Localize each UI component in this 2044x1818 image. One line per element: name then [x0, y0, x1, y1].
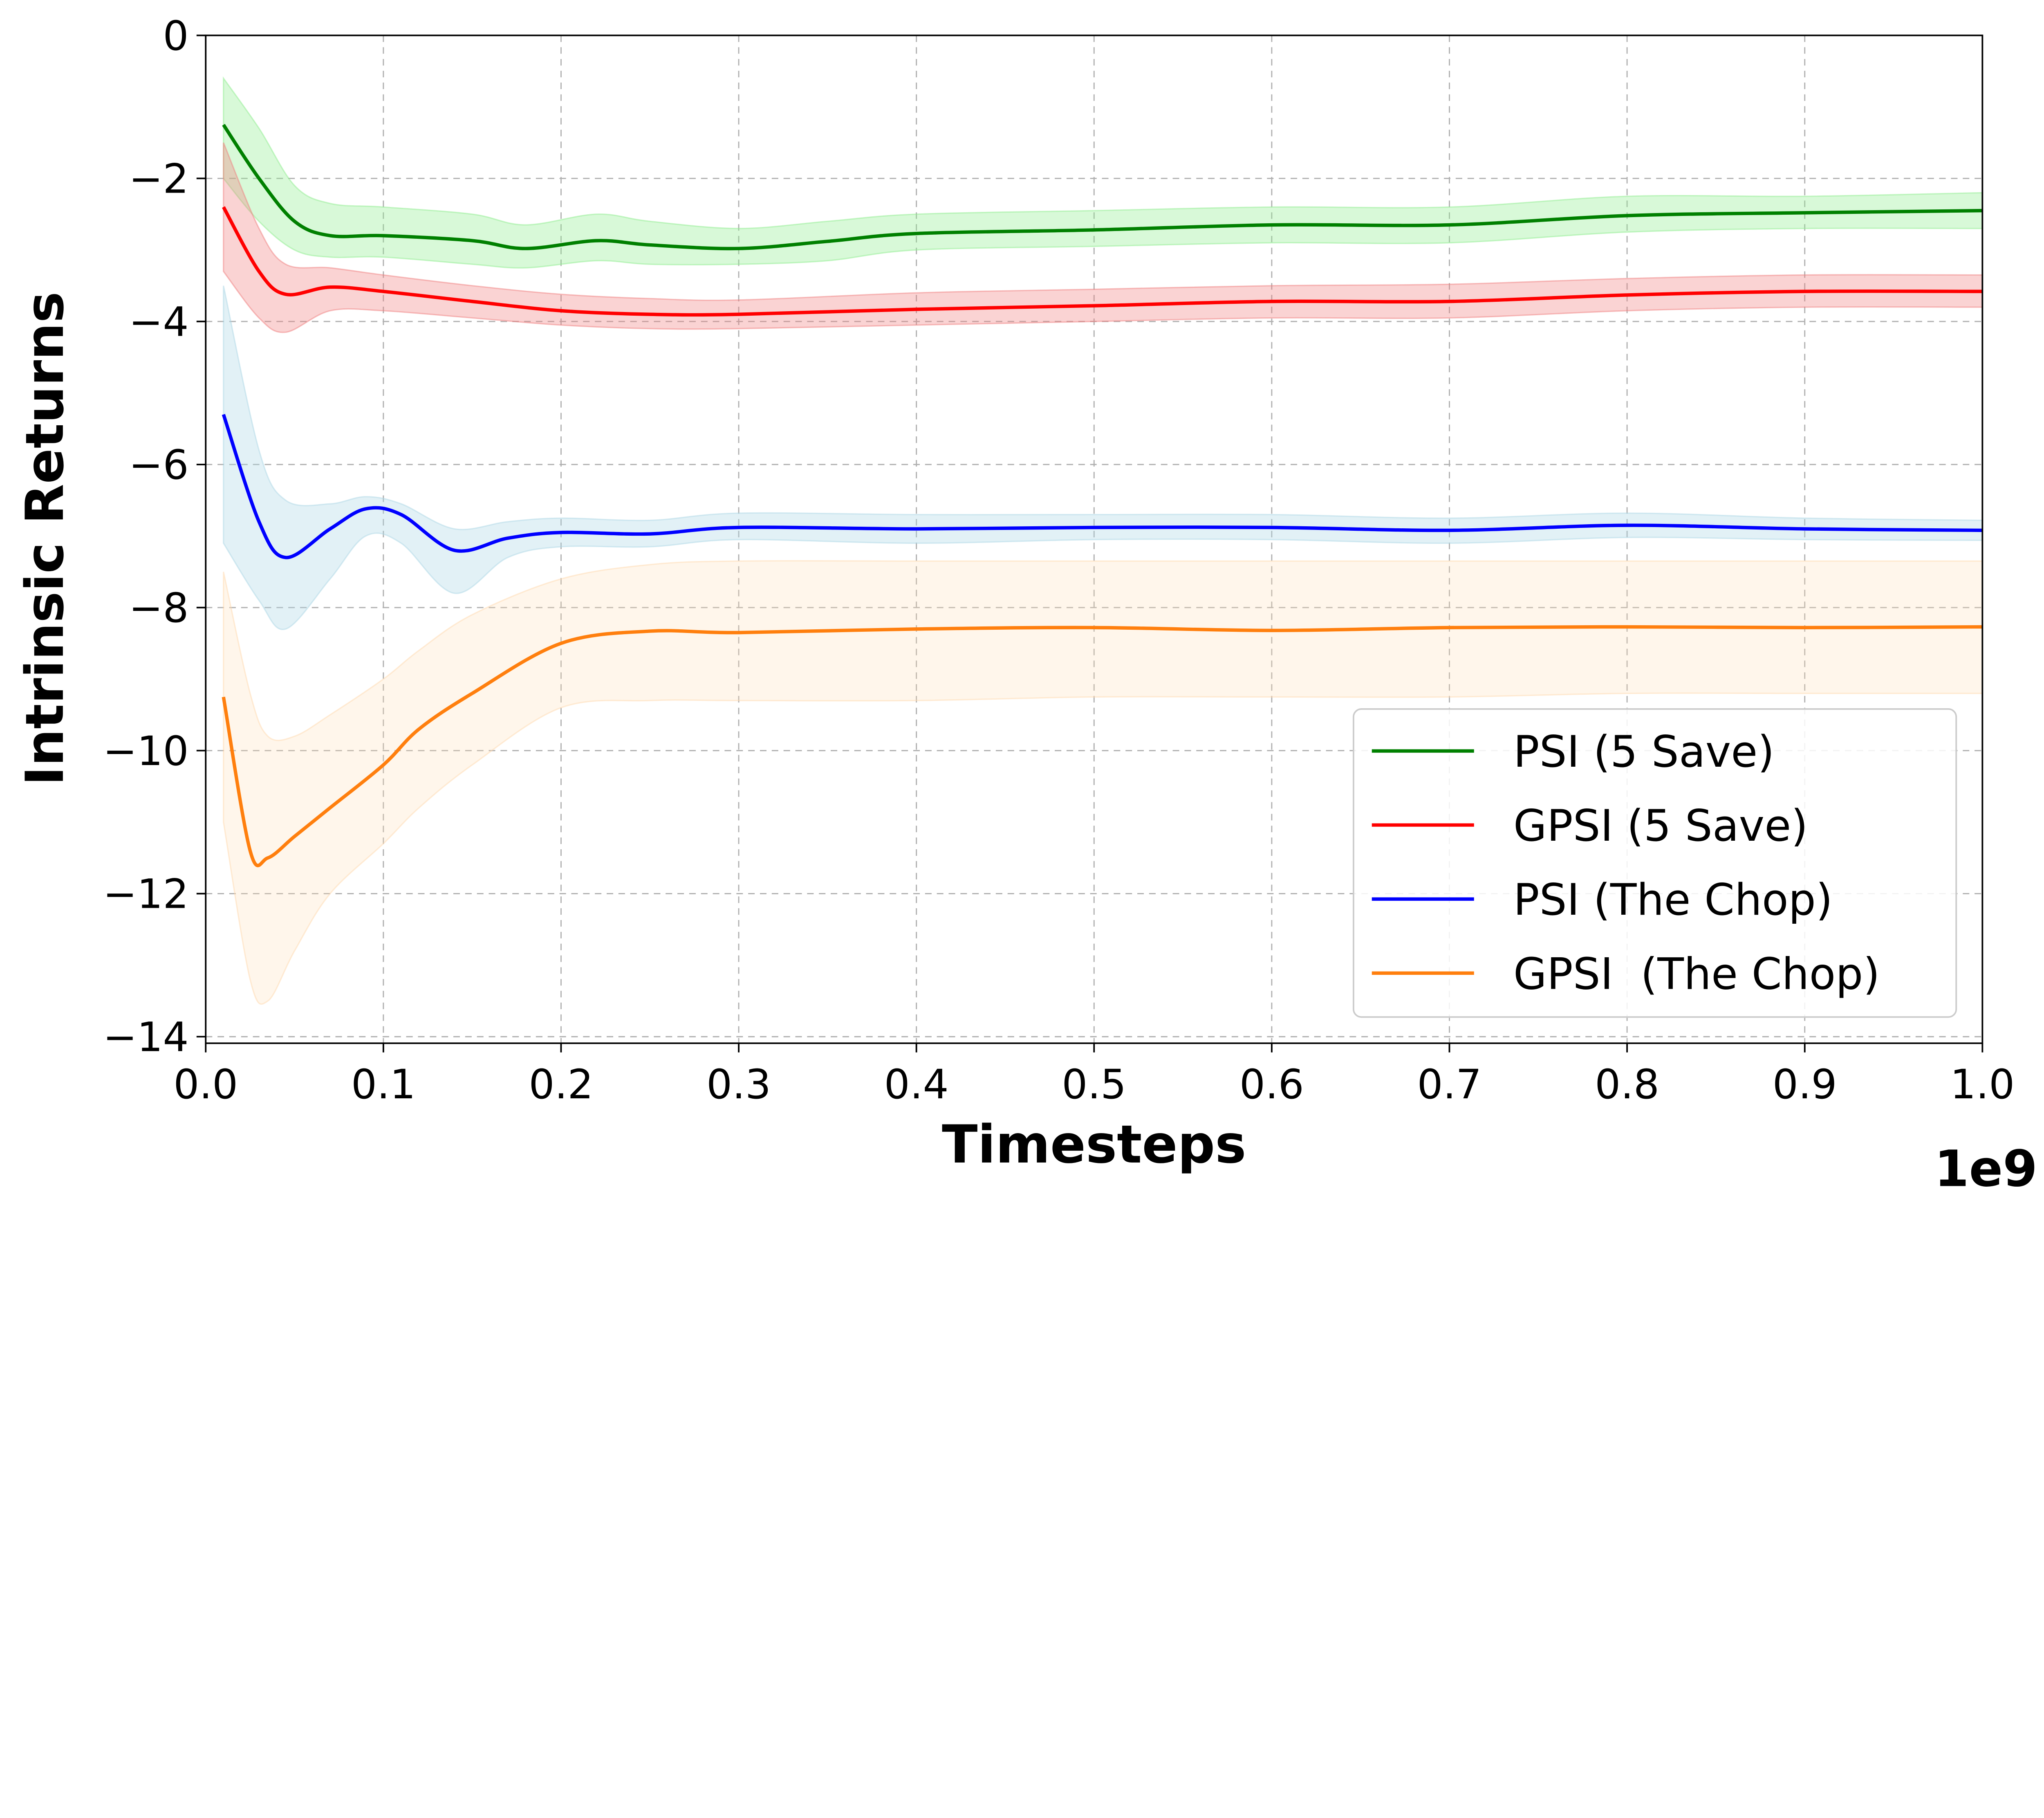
legend-label: PSI (The Chop) — [1513, 875, 1833, 925]
series-line — [222, 414, 1983, 559]
x-offset-label: 1e9 — [1934, 1140, 2037, 1198]
series-line — [222, 206, 1983, 317]
series-lines — [222, 123, 1983, 867]
y-tick-label: −2 — [129, 156, 188, 203]
y-tick-label: −4 — [129, 299, 188, 346]
x-tick-label: 1.0 — [1950, 1061, 2015, 1108]
series-line — [222, 625, 1983, 867]
y-tick-label: −10 — [103, 728, 189, 775]
y-tick-label: −8 — [129, 585, 188, 632]
x-axis-ticks: 0.0 0.1 0.2 0.3 0.4 0.5 0.6 0.7 0.8 0.9 1.0 — [173, 1043, 2015, 1108]
y-axis-label: Intrinsic Returns — [15, 292, 76, 786]
confidence-band — [223, 560, 1983, 1005]
x-tick-label: 0.4 — [884, 1061, 949, 1108]
x-tick-label: 0.9 — [1773, 1061, 1837, 1108]
y-axis-ticks: 0 −2 −4 −6 −8 −10 −12 −14 — [103, 13, 206, 1061]
legend: PSI (5 Save) GPSI (5 Save) PSI (The Chop) G… — [1352, 708, 1957, 1018]
legend-box — [1352, 708, 1957, 1018]
x-tick-label: 0.5 — [1062, 1061, 1126, 1108]
y-tick-label: 0 — [163, 13, 188, 60]
y-tick-label: −6 — [129, 442, 188, 489]
x-tick-label: 0.0 — [173, 1061, 238, 1108]
y-tick-label: −14 — [103, 1014, 189, 1061]
x-tick-label: 0.7 — [1417, 1061, 1482, 1108]
legend-label: GPSI (The Chop) — [1513, 949, 1880, 999]
x-tick-label: 0.8 — [1595, 1061, 1659, 1108]
x-tick-label: 0.1 — [351, 1061, 416, 1108]
x-tick-label: 0.6 — [1239, 1061, 1304, 1108]
series-line — [222, 123, 1983, 251]
y-tick-label: −12 — [103, 871, 189, 918]
legend-label: PSI (5 Save) — [1513, 727, 1775, 777]
x-tick-label: 0.3 — [706, 1061, 771, 1108]
x-tick-label: 0.2 — [529, 1061, 593, 1108]
line-chart: 0.0 0.1 0.2 0.3 0.4 0.5 0.6 0.7 0.8 0.9 1.0 0 −2 −4 −… — [15, 13, 2037, 1198]
x-axis-label: Timesteps — [942, 1114, 1246, 1175]
confidence-band — [223, 76, 1983, 269]
legend-label: GPSI (5 Save) — [1513, 801, 1808, 851]
